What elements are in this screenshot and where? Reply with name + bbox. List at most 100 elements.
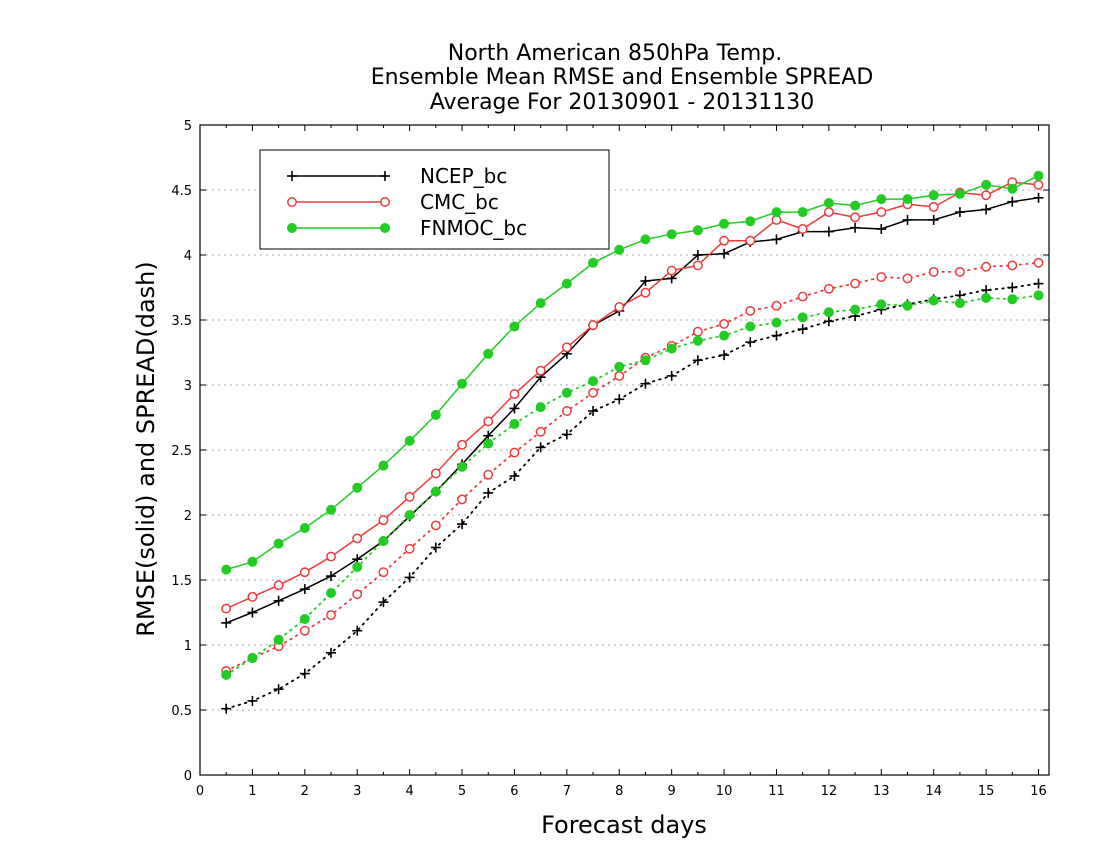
open-circle-marker — [404, 491, 415, 502]
series-ncep-bc-dotted — [221, 278, 1044, 714]
filled-circle-marker — [1007, 294, 1018, 305]
open-circle-marker — [692, 326, 703, 337]
plus-marker — [299, 668, 310, 679]
filled-circle-marker — [797, 207, 808, 218]
plus-marker — [902, 214, 913, 225]
filled-circle-marker — [247, 653, 258, 663]
filled-circle-marker — [876, 299, 887, 310]
legend-label: CMC_bc — [420, 190, 499, 214]
filled-circle-marker — [326, 504, 337, 515]
x-tick-label: 6 — [510, 784, 518, 799]
series-line — [225, 197, 1039, 624]
series-group — [221, 170, 1044, 714]
plus-marker — [509, 403, 520, 414]
plus-marker — [221, 617, 232, 628]
open-circle-marker — [430, 468, 441, 479]
open-circle-marker — [1033, 179, 1044, 190]
plus-marker — [981, 204, 992, 215]
filled-circle-marker — [588, 376, 599, 387]
plus-marker — [640, 276, 651, 286]
plus-marker — [797, 324, 808, 335]
filled-circle-marker — [457, 378, 468, 389]
open-circle-marker — [692, 260, 703, 271]
plus-marker — [954, 207, 965, 218]
open-circle-marker — [483, 469, 494, 480]
plus-marker — [1007, 282, 1018, 293]
filled-circle-marker — [823, 198, 834, 208]
filled-circle-marker — [430, 486, 441, 497]
plus-marker — [666, 370, 677, 381]
legend-item-cmc-bc: CMC_bc — [287, 190, 499, 214]
filled-circle-marker — [928, 295, 939, 306]
y-tick-label: 2 — [184, 509, 192, 524]
open-circle-marker — [771, 300, 782, 311]
plus-marker — [823, 226, 834, 237]
filled-circle-marker — [457, 461, 468, 472]
plus-marker — [692, 250, 703, 260]
plus-marker — [692, 355, 703, 366]
open-circle-marker — [326, 551, 336, 562]
plus-marker — [273, 595, 284, 606]
open-circle-marker — [457, 439, 467, 450]
filled-circle-marker — [326, 588, 337, 598]
filled-circle-marker — [430, 409, 441, 420]
series-ncep-bc-solid — [221, 192, 1044, 628]
filled-circle-marker — [640, 355, 651, 366]
open-circle-marker — [1007, 260, 1018, 271]
open-circle-marker — [902, 273, 913, 284]
x-tick-label: 16 — [1030, 784, 1047, 799]
filled-circle-marker — [561, 387, 572, 398]
filled-circle-marker — [981, 292, 992, 303]
plus-marker — [430, 542, 441, 553]
plus-marker — [380, 171, 390, 181]
filled-circle-marker — [352, 562, 363, 572]
filled-circle-marker — [247, 556, 258, 567]
plus-marker — [561, 429, 572, 440]
plus-marker — [745, 337, 756, 348]
filled-circle-marker — [221, 564, 232, 575]
filled-circle-marker — [745, 216, 756, 227]
open-circle-marker — [850, 212, 861, 223]
open-circle-marker — [509, 447, 520, 458]
filled-circle-marker — [928, 190, 939, 201]
filled-circle-marker — [823, 307, 834, 318]
x-tick-label: 1 — [248, 784, 256, 799]
filled-circle-marker — [902, 300, 913, 311]
filled-circle-marker — [902, 194, 913, 205]
x-tick-label: 4 — [405, 784, 413, 799]
open-circle-marker — [850, 278, 861, 289]
x-tick-label: 2 — [301, 784, 309, 799]
open-circle-marker — [273, 580, 284, 591]
filled-circle-marker — [380, 223, 390, 233]
open-circle-marker — [797, 224, 808, 234]
filled-circle-marker — [352, 482, 363, 493]
filled-circle-marker — [1033, 170, 1044, 181]
open-circle-marker — [535, 426, 546, 437]
plus-marker — [247, 607, 258, 618]
grid — [200, 189, 1049, 711]
open-circle-marker — [378, 567, 389, 578]
plus-marker — [221, 703, 232, 714]
x-tick-label: 8 — [615, 784, 623, 799]
series-line — [225, 261, 1040, 672]
filled-circle-marker — [692, 225, 703, 236]
open-circle-marker — [378, 515, 389, 526]
plus-marker — [719, 350, 730, 361]
plus-marker — [352, 625, 363, 636]
open-circle-marker — [326, 610, 336, 621]
filled-circle-marker — [719, 218, 730, 229]
open-circle-marker — [380, 197, 390, 207]
y-tick-label: 4.5 — [171, 184, 192, 199]
open-circle-marker — [535, 365, 546, 376]
filled-circle-marker — [299, 614, 310, 624]
series-fnmoc-bc-dotted — [221, 290, 1044, 680]
open-circle-marker — [719, 318, 730, 329]
open-circle-marker — [561, 342, 572, 353]
open-circle-marker — [640, 287, 651, 298]
open-circle-marker — [561, 406, 572, 416]
plus-marker — [850, 222, 861, 233]
open-circle-marker — [404, 543, 415, 554]
open-circle-marker — [1033, 257, 1044, 268]
open-circle-marker — [352, 533, 363, 544]
filled-circle-marker — [378, 460, 389, 471]
